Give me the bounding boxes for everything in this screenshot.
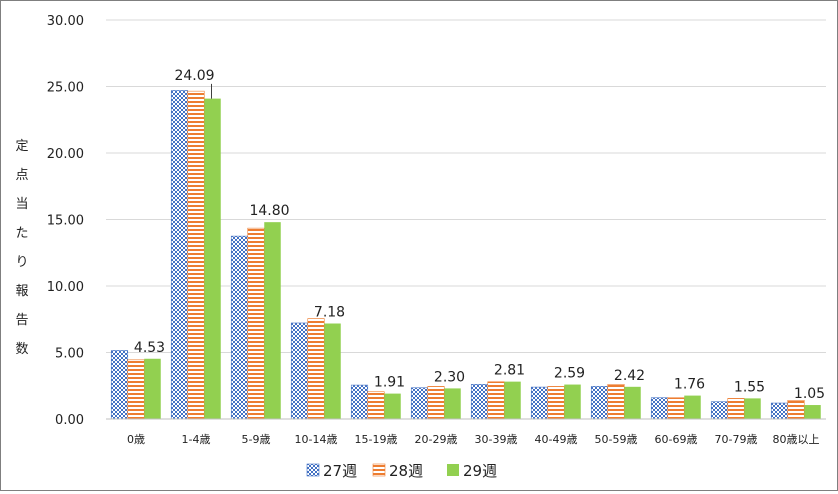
bar (590, 386, 609, 420)
x-tick-label: 15-19歳 (355, 433, 398, 446)
legend-swatch (447, 464, 459, 476)
x-tick-label: 60-69歳 (655, 433, 698, 446)
bar (650, 397, 669, 420)
bar (504, 381, 521, 419)
y-tick-label: 25.00 (47, 81, 84, 96)
data-label: 2.81 (494, 363, 525, 379)
data-label: 2.30 (434, 369, 465, 385)
y-axis-title-char: た (15, 226, 28, 241)
gridlines (106, 19, 826, 353)
bar (624, 386, 641, 419)
x-tick-label: 40-49歳 (535, 433, 578, 446)
bar (384, 393, 401, 419)
bar (530, 386, 549, 420)
x-tick-label: 80歳以上 (773, 433, 820, 446)
y-axis-title-char: り (15, 255, 28, 270)
y-tick-label: 5.00 (55, 347, 84, 362)
data-label: 14.80 (249, 203, 289, 219)
bar (367, 391, 385, 420)
y-axis-title-char: 数 (15, 342, 28, 357)
x-tick-label: 50-59歳 (595, 433, 638, 446)
data-label: 2.59 (554, 366, 585, 382)
y-axis-title-char: 告 (15, 313, 28, 328)
x-tick-label: 10-14歳 (295, 433, 338, 446)
y-tick-label: 15.00 (47, 214, 84, 229)
bar (307, 318, 325, 420)
data-label: 1.55 (734, 379, 765, 395)
bar (410, 387, 429, 420)
bar (427, 386, 445, 420)
bar (710, 401, 729, 420)
y-tick-label: 10.00 (47, 280, 84, 295)
bar (230, 235, 249, 420)
legend-label: 28週 (389, 462, 423, 480)
bar (470, 384, 489, 420)
x-tick-label: 30-39歳 (475, 433, 518, 446)
bar (667, 397, 685, 420)
legend: 27週 28週 29週 (306, 462, 497, 480)
data-label: 7.18 (314, 305, 345, 321)
y-tick-label: 0.00 (55, 413, 84, 428)
data-label: 1.76 (674, 377, 705, 393)
bar (290, 322, 309, 420)
data-label: 1.05 (794, 386, 825, 402)
x-tick-label: 0歳 (127, 433, 145, 446)
legend-swatch (306, 463, 320, 477)
data-label: 4.53 (134, 340, 165, 356)
x-tick-label: 5-9歳 (242, 433, 271, 446)
x-tick-label: 1-4歳 (182, 433, 211, 446)
bar (727, 398, 745, 420)
bar (444, 388, 461, 419)
legend-label: 27週 (323, 462, 357, 480)
y-axis-title-char: 当 (15, 197, 28, 212)
bar (547, 386, 565, 420)
legend-swatch (372, 463, 386, 477)
bar (564, 384, 581, 419)
bar (110, 350, 129, 420)
bar (170, 90, 189, 420)
y-axis-title-char: 報 (15, 284, 28, 299)
x-axis: 0歳 1-4歳 5-9歳 10-14歳 15-19歳 20-29歳 30-39歳 40-49歳… (106, 418, 826, 446)
bar (744, 398, 761, 419)
bar (324, 323, 341, 419)
bar (247, 227, 265, 420)
data-label: 2.42 (614, 368, 645, 384)
bar (487, 381, 505, 420)
bar (144, 358, 161, 419)
data-label: 24.09 (174, 68, 214, 84)
bars (110, 90, 821, 420)
bar (787, 400, 805, 420)
bar (127, 359, 145, 420)
y-axis: 0.00 5.00 10.00 15.00 20.00 25.00 30.00 (47, 14, 84, 428)
legend-label: 29週 (463, 462, 497, 480)
bar (804, 405, 821, 419)
bar (607, 384, 625, 420)
y-axis-title-char: 定 (15, 139, 28, 154)
x-tick-label: 20-29歳 (415, 433, 458, 446)
y-tick-label: 20.00 (47, 147, 84, 162)
bar (264, 222, 281, 419)
x-tick-label: 70-79歳 (715, 433, 758, 446)
bar (187, 90, 205, 420)
bar (684, 395, 701, 419)
bar (204, 98, 221, 419)
y-axis-title-char: 点 (15, 168, 28, 183)
data-label: 1.91 (374, 375, 405, 391)
y-tick-label: 30.00 (47, 14, 84, 29)
data-labels: 4.53 24.09 14.80 7.18 1.91 2.30 2.81 2.59 2.42 1.… (134, 68, 825, 402)
bar (770, 402, 789, 420)
bar (350, 384, 369, 420)
